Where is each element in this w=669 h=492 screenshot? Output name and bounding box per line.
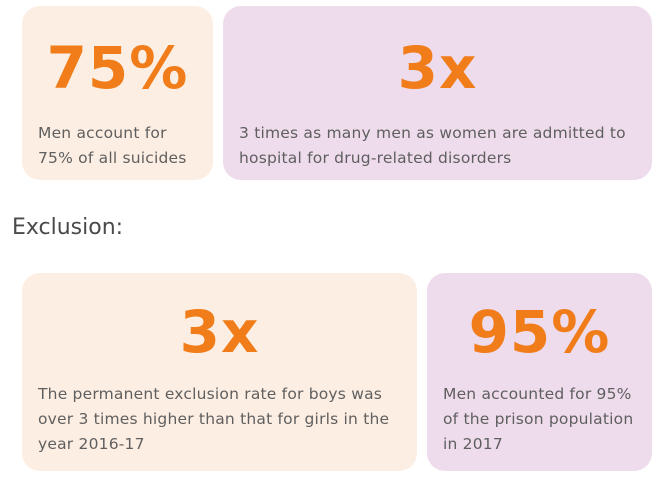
stat-value: 3x: [179, 298, 260, 366]
description-line: of the prison population: [443, 410, 634, 428]
description-line: in 2017: [443, 435, 503, 453]
stat-description: Men account for 75% of all suicides: [38, 121, 208, 171]
description-line: Men account for: [38, 124, 167, 142]
stat-description: The permanent exclusion rate for boys wa…: [38, 382, 408, 457]
section-heading-exclusion: Exclusion:: [12, 215, 124, 240]
stat-description: 3 times as many men as women are admitte…: [239, 121, 644, 171]
description-line: 3 times as many men as women are admitte…: [239, 124, 626, 142]
description-line: hospital for drug-related disorders: [239, 149, 512, 167]
stat-card-exclusion-rate: 3x The permanent exclusion rate for boys…: [22, 273, 417, 471]
description-line: Men accounted for 95%: [443, 385, 632, 403]
stat-card-suicides: 75% Men account for 75% of all suicides: [22, 6, 213, 180]
description-line: 75% of all suicides: [38, 149, 187, 167]
description-line: year 2016-17: [38, 435, 145, 453]
stat-value: 95%: [468, 298, 611, 366]
stat-card-drug-admissions: 3x 3 times as many men as women are admi…: [223, 6, 652, 180]
stat-card-prison-population: 95% Men accounted for 95% of the prison …: [427, 273, 652, 471]
stat-description: Men accounted for 95% of the prison popu…: [443, 382, 648, 457]
stat-value: 75%: [46, 34, 189, 102]
stat-value: 3x: [397, 34, 478, 102]
description-line: over 3 times higher than that for girls …: [38, 410, 390, 428]
description-line: The permanent exclusion rate for boys wa…: [38, 385, 383, 403]
